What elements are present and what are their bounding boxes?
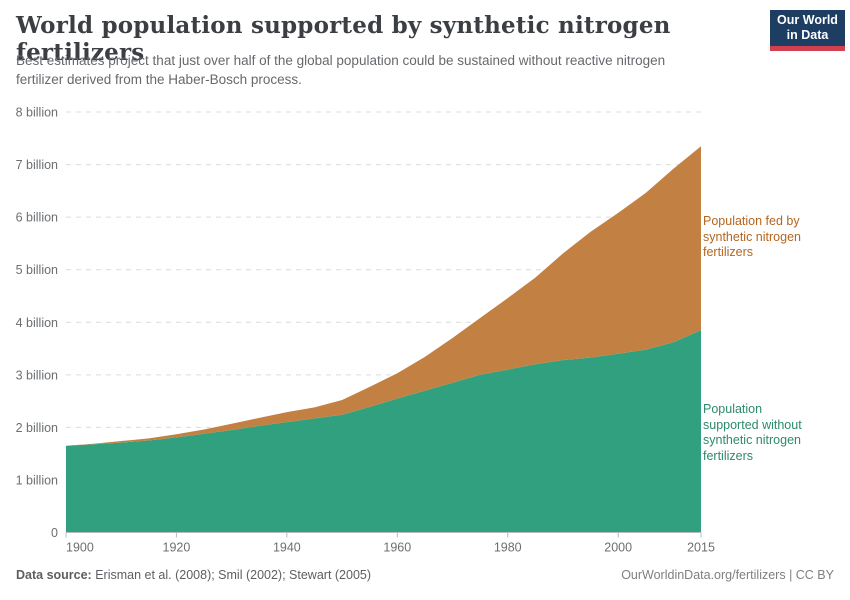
x-axis-tick-label: 1900 xyxy=(66,541,94,555)
owid-logo[interactable]: Our World in Data xyxy=(770,10,845,51)
legend-line: Population fed by xyxy=(703,214,800,228)
y-axis-tick-label: 8 billion xyxy=(16,106,58,120)
y-axis-tick-label: 2 billion xyxy=(16,421,58,435)
x-axis-tick-label: 1940 xyxy=(273,541,301,555)
owid-logo-text: Our World in Data xyxy=(777,12,838,42)
legend-line: fertilizers xyxy=(703,448,754,463)
y-axis-tick-label: 5 billion xyxy=(16,263,58,277)
y-axis-tick-label: 6 billion xyxy=(16,211,58,225)
footer-link[interactable]: OurWorldinData.org/fertilizers | CC BY xyxy=(621,568,834,582)
y-axis-tick-label: 0 xyxy=(51,526,58,540)
x-axis-tick-label: 2015 xyxy=(687,541,715,555)
legend-label-fed-by-fertilizers[interactable]: Population fed by synthetic nitrogen fer… xyxy=(703,214,821,261)
data-source: Data source: Erisman et al. (2008); Smil… xyxy=(16,568,371,582)
y-axis-tick-label: 7 billion xyxy=(16,158,58,172)
x-axis-tick-label: 1980 xyxy=(494,541,522,555)
x-axis-tick-label: 1960 xyxy=(383,541,411,555)
area-fed xyxy=(66,146,701,446)
legend-line: synthetic nitrogen xyxy=(703,229,801,244)
x-axis-tick-label: 1920 xyxy=(163,541,191,555)
area-without xyxy=(66,330,701,533)
data-source-text: Erisman et al. (2008); Smil (2002); Stew… xyxy=(95,568,372,582)
y-axis-tick-label: 4 billion xyxy=(16,316,58,330)
legend-line: supported without xyxy=(703,417,802,432)
y-axis-tick-label: 1 billion xyxy=(16,473,58,487)
legend-label-without-fertilizers[interactable]: Population supported without synthetic n… xyxy=(703,402,821,465)
x-axis-tick-label: 2000 xyxy=(604,541,632,555)
data-source-label: Data source: xyxy=(16,568,92,582)
legend-line: fertilizers xyxy=(703,245,754,260)
chart-subtitle: Best estimates project that just over ha… xyxy=(16,53,666,88)
legend-line: Population xyxy=(703,402,763,416)
y-axis-tick-label: 3 billion xyxy=(16,368,58,382)
legend-line: synthetic nitrogen xyxy=(703,433,801,448)
page-title: World population supported by synthetic … xyxy=(16,12,671,66)
